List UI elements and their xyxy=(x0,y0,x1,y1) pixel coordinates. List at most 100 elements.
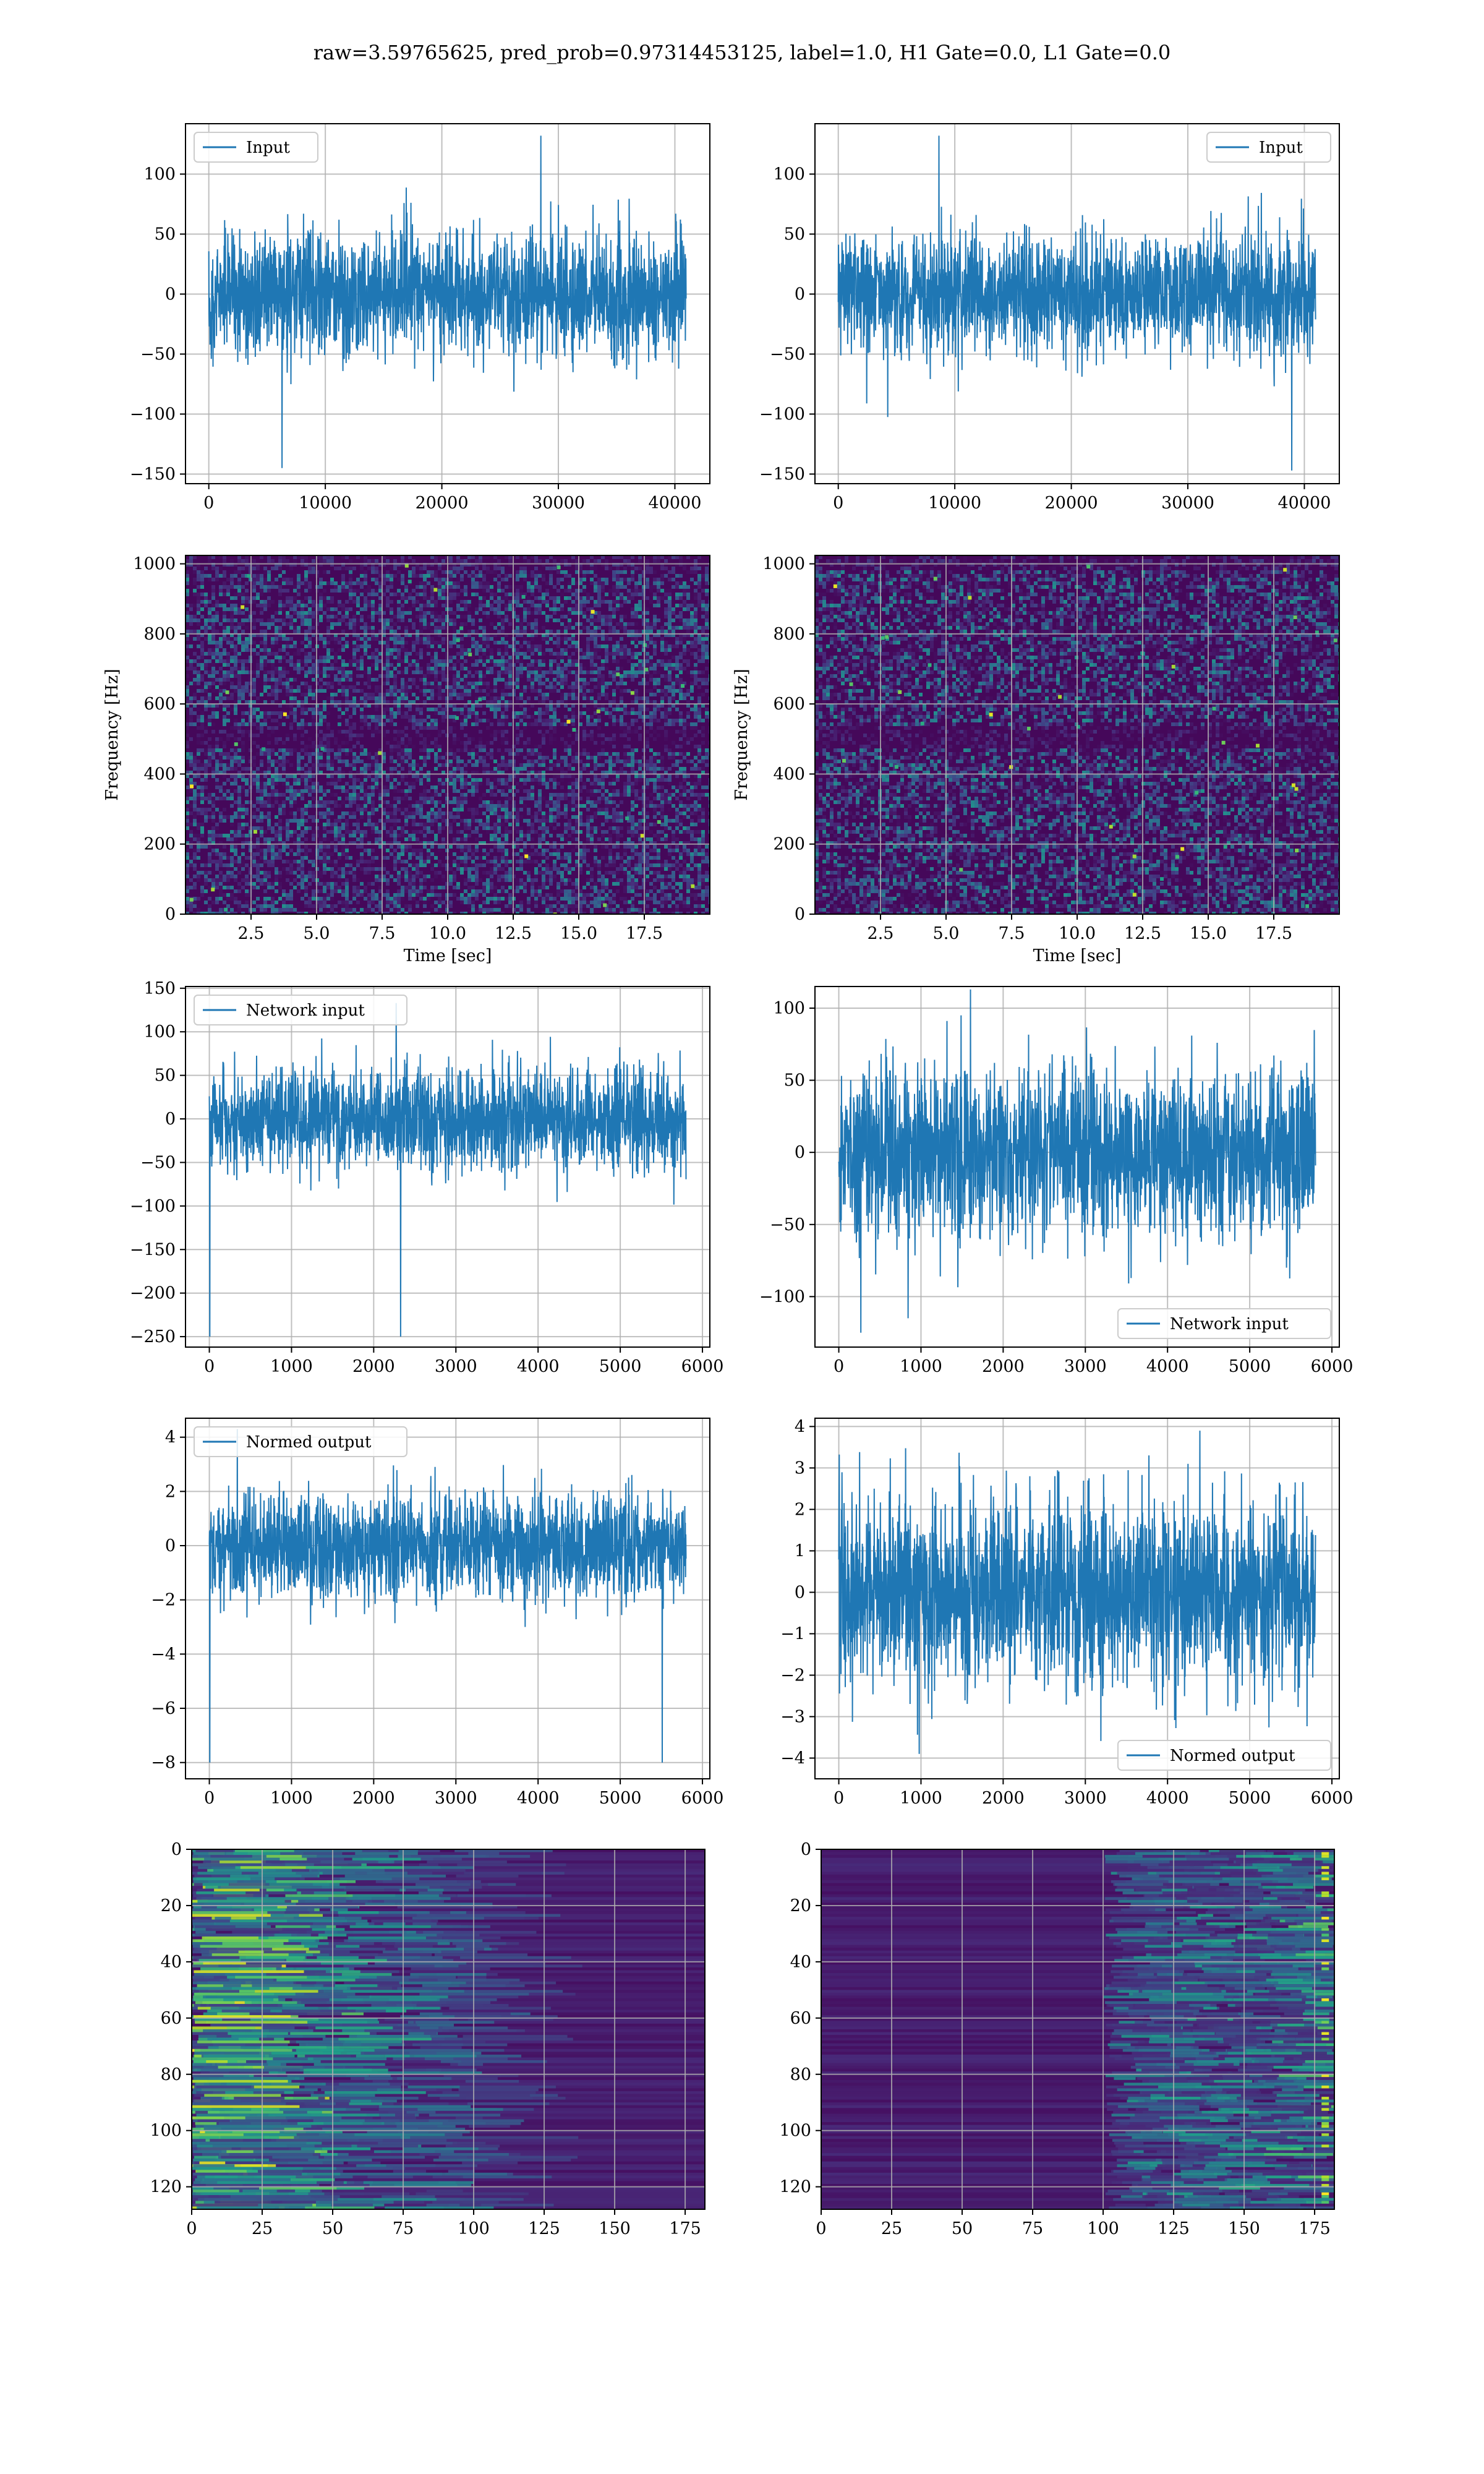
y-tick-label: 100 xyxy=(773,165,805,184)
y-tick-label: −6 xyxy=(151,1699,176,1718)
x-tick-label: 10.0 xyxy=(1059,924,1096,943)
feat-left-frame xyxy=(191,1849,706,2210)
x-tick-label: 0 xyxy=(816,2219,826,2238)
x-tick-label: 30000 xyxy=(532,494,585,513)
y-tick-label: 600 xyxy=(143,695,176,714)
y-tick-label: 50 xyxy=(155,225,176,244)
spec-right-axes: 2.5 5.0 7.5 10.0 12.5 15.0 17.5 0 200 400 600 800 10… xyxy=(732,555,1340,965)
y-tick-label: −100 xyxy=(130,1197,176,1216)
x-tick-label: 0 xyxy=(834,1357,844,1376)
y-tick-label: 200 xyxy=(773,835,805,854)
y-tick-label: 80 xyxy=(790,2065,811,2084)
x-tick-label: 3000 xyxy=(435,1789,477,1808)
y-tick-label: −100 xyxy=(759,1287,805,1306)
y-tick-label: 100 xyxy=(779,2121,811,2141)
y-tick-label: 0 xyxy=(165,285,176,304)
x-tick-label: 5000 xyxy=(1229,1789,1271,1808)
x-tick-label: 6000 xyxy=(1311,1789,1354,1808)
y-tick-label: −50 xyxy=(140,345,176,364)
net-left-legend: Network input xyxy=(194,995,407,1025)
y-tick-label: 40 xyxy=(161,1953,182,1972)
x-tick-label: 75 xyxy=(393,2219,414,2238)
x-tick-label: 4000 xyxy=(1146,1789,1189,1808)
spec-right-xlabel: Time [sec] xyxy=(1033,946,1122,965)
x-tick-label: 150 xyxy=(599,2219,631,2238)
y-tick-label: 50 xyxy=(784,225,805,244)
x-tick-label: 17.5 xyxy=(626,924,663,943)
y-tick-label: 0 xyxy=(795,285,805,304)
x-tick-label: 6000 xyxy=(681,1789,724,1808)
input-right-legend: Input xyxy=(1206,132,1331,163)
y-tick-label: 0 xyxy=(795,905,805,924)
norm-right-frame xyxy=(814,1418,1340,1779)
x-tick-label: 5000 xyxy=(599,1789,642,1808)
x-tick-label: 1000 xyxy=(900,1357,942,1376)
x-tick-label: 15.0 xyxy=(560,924,597,943)
norm-right-legend: Normed output xyxy=(1117,1740,1331,1771)
x-tick-label: 2000 xyxy=(352,1357,395,1376)
norm-left-legend: Normed output xyxy=(194,1426,407,1457)
y-tick-label: 2 xyxy=(165,1482,176,1501)
y-tick-label: −150 xyxy=(130,464,176,484)
input-right-frame xyxy=(814,123,1340,484)
x-tick-label: 5.0 xyxy=(933,924,960,943)
x-tick-label: 0 xyxy=(833,494,843,513)
x-tick-label: 175 xyxy=(669,2219,701,2238)
x-tick-label: 25 xyxy=(881,2219,902,2238)
y-tick-label: 60 xyxy=(790,2009,811,2028)
norm-right-axes: Normed output 0 1000 2000 3000 4000 5000 6000 −4… xyxy=(780,1417,1353,1808)
y-tick-label: 200 xyxy=(143,835,176,854)
x-tick-label: 1000 xyxy=(900,1789,942,1808)
x-tick-label: 5000 xyxy=(1229,1357,1271,1376)
input-left-series-line xyxy=(208,135,687,468)
x-tick-label: 20000 xyxy=(1045,494,1098,513)
x-tick-label: 20000 xyxy=(416,494,469,513)
y-tick-label: 3 xyxy=(795,1458,805,1478)
y-tick-label: 100 xyxy=(773,999,805,1018)
y-tick-label: 600 xyxy=(773,695,805,714)
input-left-axes: Input 0 10000 20000 30000 40000 −150 −100 −50 0 50… xyxy=(130,123,710,513)
y-tick-label: 4 xyxy=(795,1417,805,1436)
y-tick-label: 2 xyxy=(795,1500,805,1519)
input-right-axes: Input 0 10000 20000 30000 40000 −150 −100 −50 0 50… xyxy=(759,123,1340,513)
legend-label: Normed output xyxy=(246,1433,372,1452)
norm-left-series-line xyxy=(208,1429,687,1763)
input-left-legend: Input xyxy=(194,132,318,163)
spec-left-ylabel: Frequency [Hz] xyxy=(103,669,122,800)
x-tick-label: 10000 xyxy=(299,494,352,513)
y-tick-label: 1000 xyxy=(133,555,176,574)
x-tick-label: 6000 xyxy=(1311,1357,1354,1376)
norm-right-series-line xyxy=(838,1431,1316,1754)
y-tick-label: 0 xyxy=(171,1840,182,1859)
legend-label: Input xyxy=(1259,139,1303,157)
y-tick-label: 1 xyxy=(795,1541,805,1560)
x-tick-label: 2000 xyxy=(352,1789,395,1808)
x-tick-label: 0 xyxy=(186,2219,197,2238)
y-tick-label: 60 xyxy=(161,2009,182,2028)
y-tick-label: −250 xyxy=(130,1327,176,1346)
x-tick-label: 0 xyxy=(204,1789,215,1808)
x-tick-label: 175 xyxy=(1298,2219,1331,2238)
spec-right-heatmap xyxy=(815,555,1339,914)
y-tick-label: 100 xyxy=(143,165,176,184)
input-right-series-line xyxy=(837,135,1316,471)
feat-right-frame xyxy=(821,1849,1335,2210)
x-tick-label: 100 xyxy=(1087,2219,1119,2238)
x-tick-label: 12.5 xyxy=(1124,924,1161,943)
x-tick-label: 50 xyxy=(952,2219,973,2238)
feat-right-axes: 0 25 50 75 100 125 150 175 0 20 40 60 80 100 120 xyxy=(779,1840,1335,2238)
x-tick-label: 1000 xyxy=(270,1789,313,1808)
y-tick-label: 100 xyxy=(150,2121,182,2141)
x-tick-label: 5.0 xyxy=(304,924,330,943)
y-tick-label: −100 xyxy=(759,404,805,424)
y-tick-label: 400 xyxy=(773,764,805,784)
y-tick-label: −2 xyxy=(780,1666,805,1685)
x-tick-label: 7.5 xyxy=(999,924,1025,943)
input-left-frame xyxy=(185,123,710,484)
y-tick-label: −150 xyxy=(130,1240,176,1259)
y-tick-label: 120 xyxy=(150,2178,182,2197)
y-tick-label: 800 xyxy=(773,625,805,644)
net-left-frame xyxy=(185,986,710,1348)
